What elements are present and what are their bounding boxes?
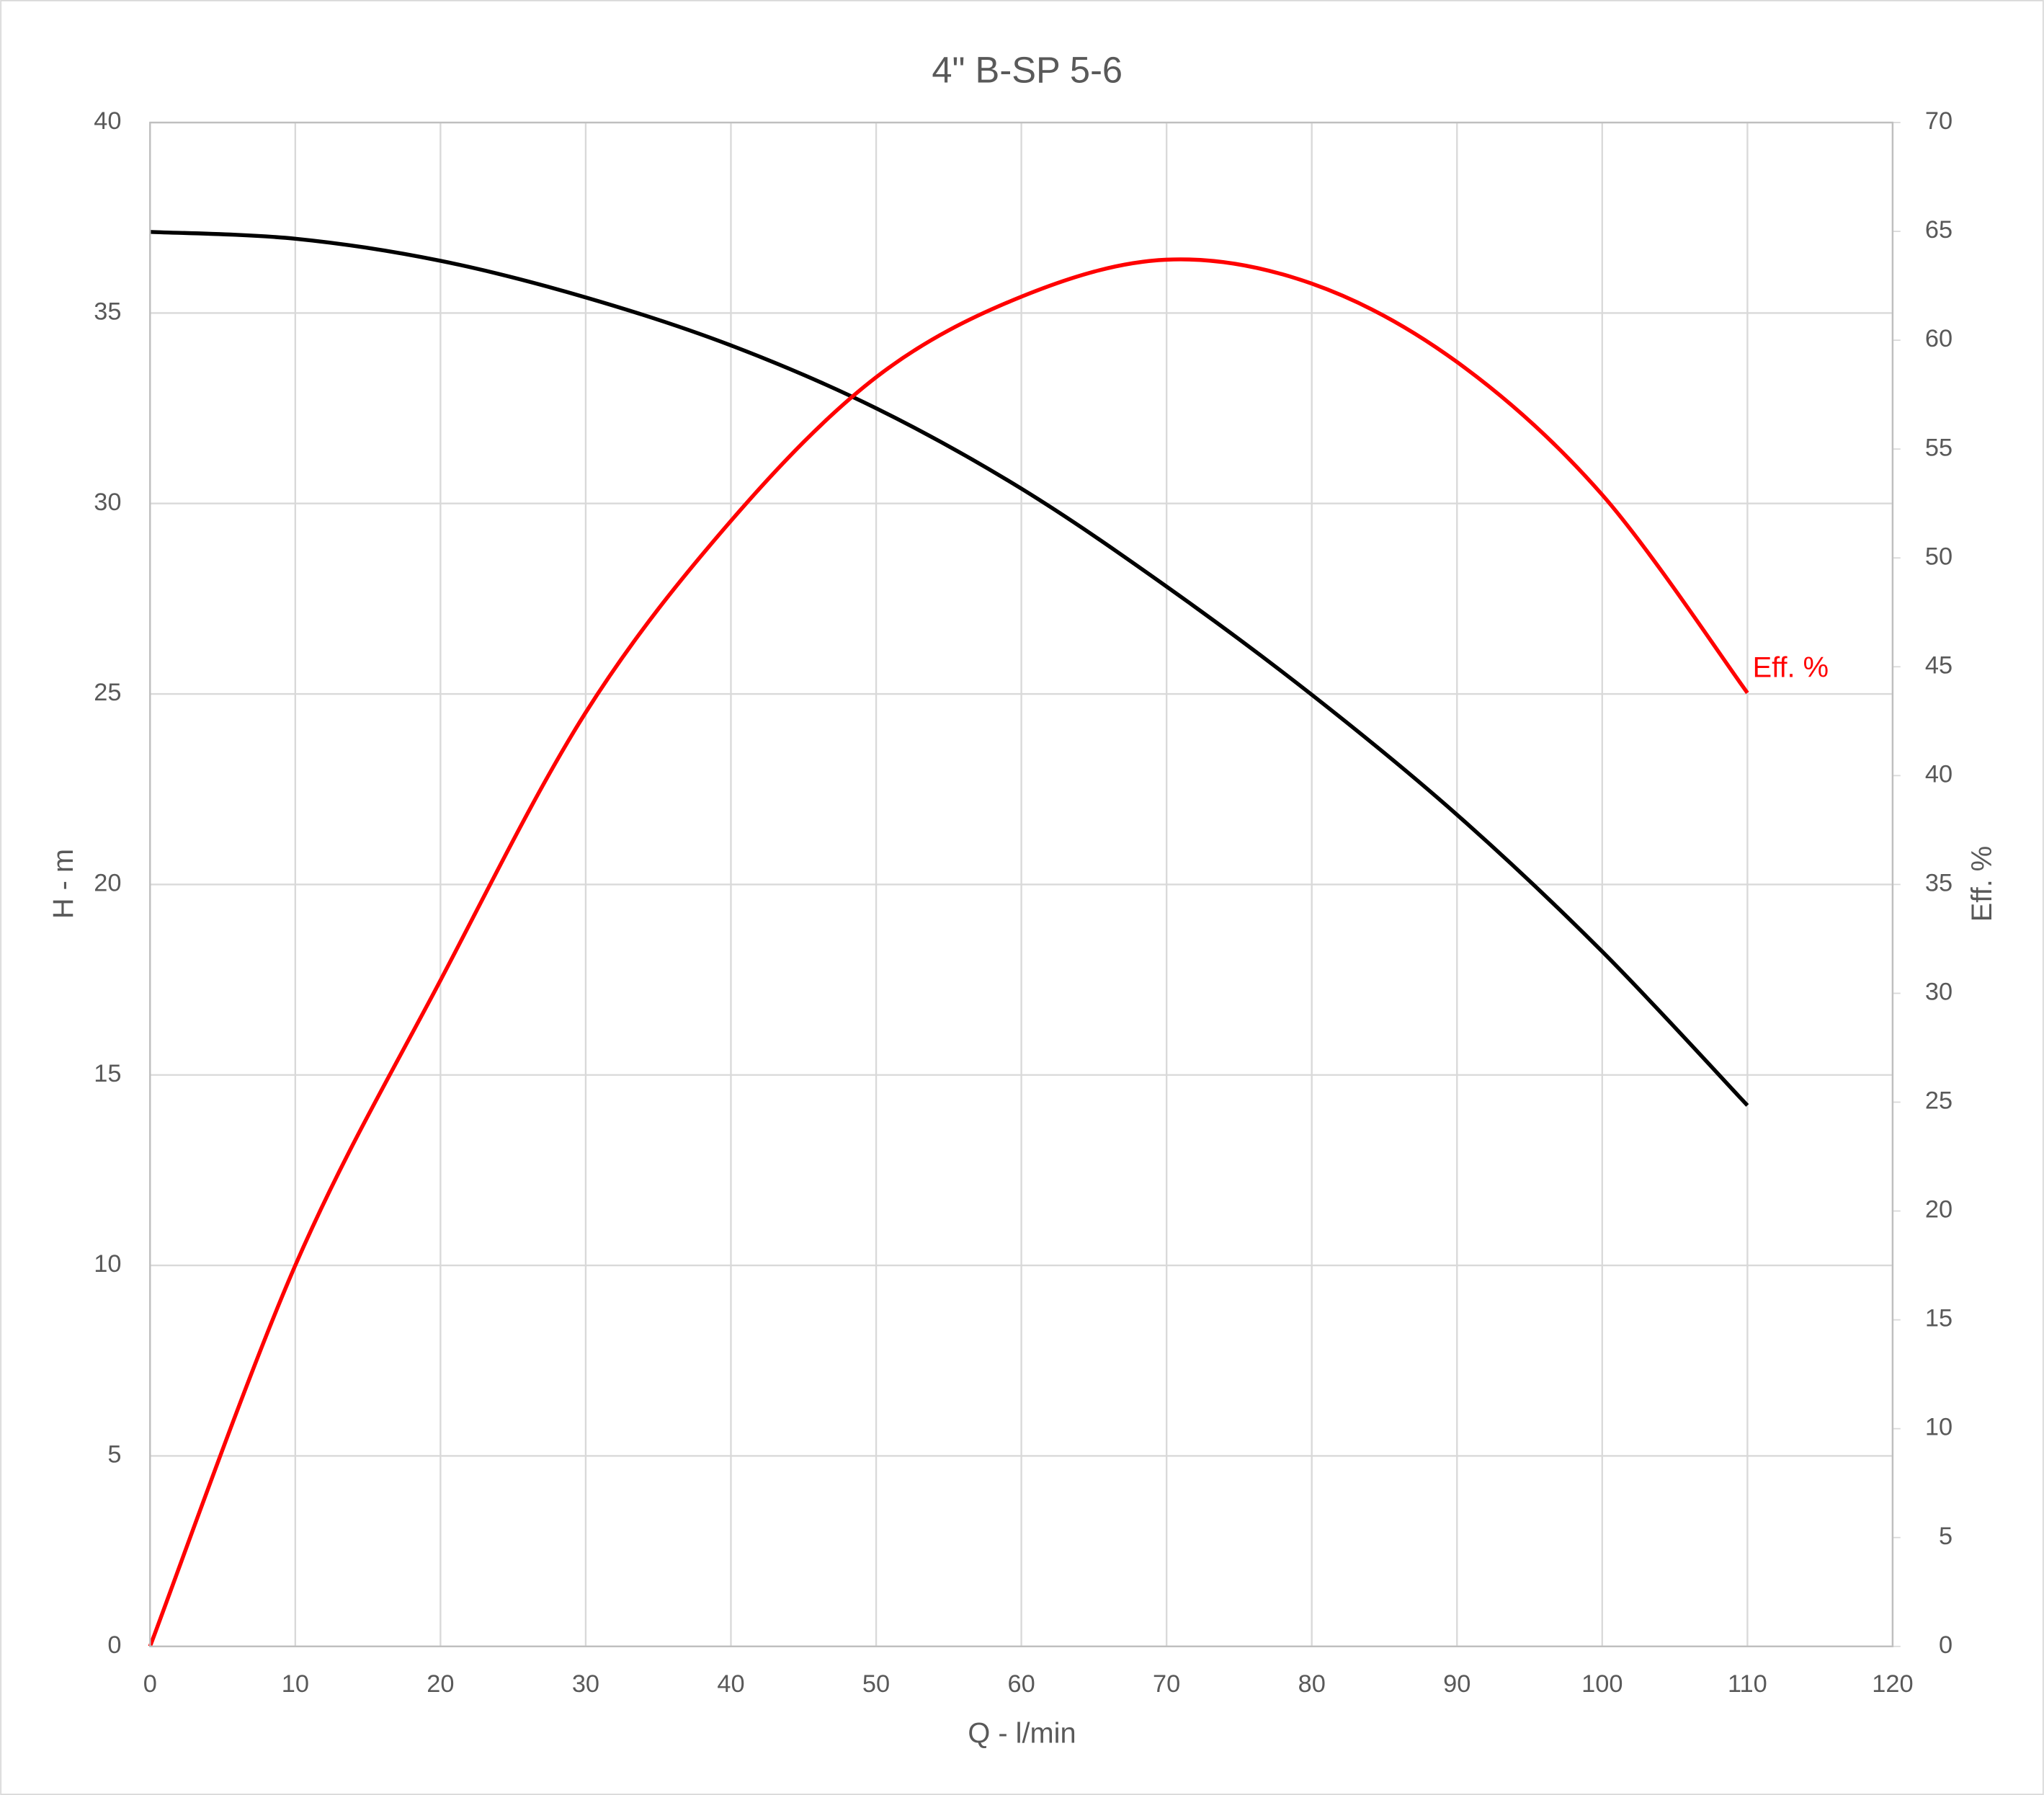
x-tick-label: 0 [143, 1670, 157, 1698]
x-tick-label: 60 [1007, 1670, 1035, 1698]
x-axis-title: Q - l/min [968, 1717, 1076, 1749]
y-tick-label: 20 [94, 869, 121, 896]
x-tick-label: 30 [572, 1670, 599, 1698]
plot-border [149, 121, 1894, 1647]
y2-tick-label: 0 [1939, 1631, 1952, 1659]
y2-tick-label: 10 [1925, 1414, 1952, 1441]
series-line [150, 230, 1749, 1107]
x-tick-label: 90 [1443, 1670, 1470, 1698]
x-tick-label: 10 [282, 1670, 309, 1698]
y-tick-label: 0 [107, 1631, 121, 1659]
x-tick-label: 120 [1872, 1670, 1913, 1698]
y-tick-label: 30 [94, 489, 121, 516]
y-tick-label: 25 [94, 679, 121, 706]
y2-tick-label: 40 [1925, 760, 1952, 788]
y2-tick-label: 45 [1925, 651, 1952, 679]
chart-title: 4" B-SP 5-6 [932, 50, 1123, 91]
y-tick-label: 10 [94, 1250, 121, 1278]
x-tick-label: 100 [1581, 1670, 1623, 1698]
x-tick-label: 20 [427, 1670, 454, 1698]
y2-tick-label: 15 [1925, 1305, 1952, 1332]
x-tick-label: 40 [717, 1670, 744, 1698]
y2-tick-label: 5 [1939, 1523, 1952, 1550]
y2-tick-label: 30 [1925, 979, 1952, 1006]
x-tick-label: 50 [862, 1670, 890, 1698]
y-tick-label: 15 [94, 1060, 121, 1087]
y-axis-title: H - m [48, 849, 79, 919]
y2-tick-label: 70 [1925, 107, 1952, 135]
y2-axis-title: Eff. % [1966, 846, 1998, 922]
y2-tick-label: 65 [1925, 216, 1952, 244]
series-line [148, 257, 1749, 1647]
series-label: Eff. % [1753, 652, 1829, 684]
x-tick-label: 80 [1298, 1670, 1326, 1698]
y-tick-label: 5 [107, 1441, 121, 1469]
y-tick-label: 35 [94, 298, 121, 325]
y-tick-label: 40 [94, 107, 121, 135]
y2-tick-label: 20 [1925, 1196, 1952, 1224]
y2-tick-label: 35 [1925, 869, 1952, 896]
x-tick-label: 110 [1728, 1670, 1767, 1698]
x-tick-label: 70 [1153, 1670, 1180, 1698]
y2-tick-label: 50 [1925, 543, 1952, 570]
y2-tick-label: 25 [1925, 1087, 1952, 1115]
y2-tick-label: 60 [1925, 325, 1952, 352]
y2-tick-label: 55 [1925, 434, 1952, 461]
